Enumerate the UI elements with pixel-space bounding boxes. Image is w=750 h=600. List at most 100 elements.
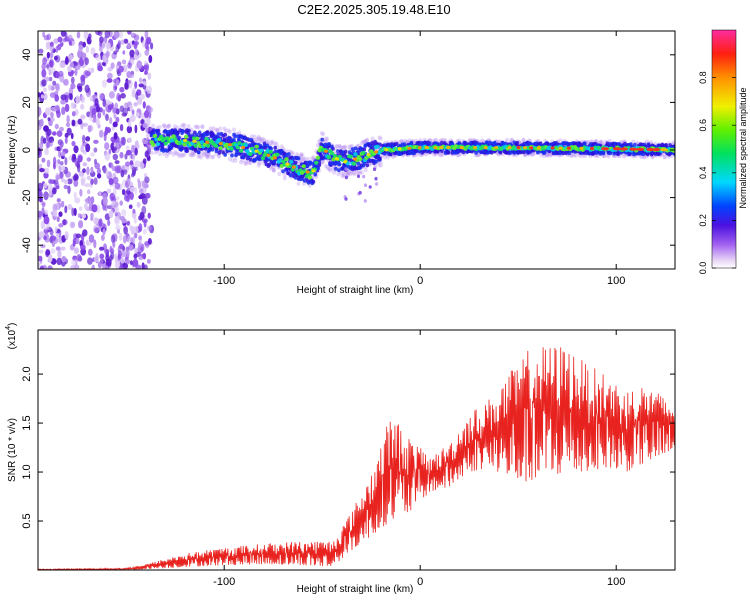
trace-core	[191, 136, 197, 141]
noise-speckle	[90, 152, 95, 157]
noise-speckle	[63, 184, 68, 190]
noise-speckle	[72, 240, 76, 247]
noise-speckle	[102, 98, 107, 108]
trace-halo	[350, 143, 354, 149]
noise-speckle	[112, 121, 118, 128]
trace-halo	[323, 136, 328, 141]
trace-core	[243, 143, 248, 148]
noise-speckle	[93, 177, 98, 185]
noise-speckle	[147, 225, 152, 231]
noise-speckle	[85, 143, 91, 153]
trace-halo	[599, 139, 604, 144]
trace-halo	[325, 136, 330, 142]
trace-halo	[190, 152, 195, 157]
noise-speckle	[91, 204, 98, 213]
trace-band	[151, 128, 156, 133]
trace-halo	[197, 153, 202, 158]
trace-fragment	[363, 183, 368, 187]
trace-peak	[352, 157, 357, 161]
trace-halo	[639, 154, 644, 160]
noise-speckle	[83, 31, 89, 40]
noise-speckle	[129, 104, 133, 112]
colorbar-tick-label: 0.0	[698, 262, 708, 275]
noise-speckle	[82, 122, 88, 127]
noise-speckle	[139, 77, 143, 83]
trace-halo	[233, 158, 238, 163]
trace-core	[224, 142, 230, 147]
trace-band	[302, 178, 307, 183]
trace-halo	[300, 157, 305, 163]
trace-band	[374, 159, 378, 164]
noise-speckle	[110, 62, 115, 69]
noise-speckle	[134, 81, 138, 89]
noise-speckle	[80, 244, 86, 251]
trace-halo	[195, 124, 199, 130]
noise-speckle	[132, 208, 136, 214]
trace-halo	[200, 124, 205, 129]
trace-band	[233, 134, 237, 139]
trace-halo	[247, 160, 252, 165]
trace-core	[238, 148, 244, 153]
noise-speckle	[93, 217, 99, 225]
noise-speckle	[98, 218, 103, 227]
noise-speckle	[40, 118, 44, 127]
noise-speckle	[61, 106, 66, 115]
noise-speckle	[103, 132, 107, 142]
trace-peak	[590, 146, 594, 151]
trace-halo	[188, 152, 193, 157]
trace-halo	[323, 163, 328, 169]
noise-speckle	[129, 191, 134, 201]
trace-halo	[227, 129, 232, 135]
trace-halo	[166, 124, 171, 129]
spectrogram-x-tick-label: -100	[213, 275, 235, 287]
trace-halo	[569, 153, 574, 159]
trace-halo	[243, 161, 247, 166]
trace-halo	[215, 128, 220, 133]
noise-speckle	[90, 178, 94, 185]
trace-peak	[183, 138, 187, 143]
noise-speckle	[42, 57, 48, 65]
noise-speckle	[128, 73, 135, 79]
noise-speckle	[52, 210, 58, 217]
noise-speckle	[127, 31, 132, 35]
trace-halo	[258, 138, 263, 144]
snr-y-tick-label: 0.5	[21, 513, 33, 528]
trace-halo	[199, 155, 204, 160]
trace-fragment	[344, 197, 348, 201]
trace-halo	[319, 131, 324, 136]
noise-speckle	[135, 91, 139, 101]
trace-halo	[529, 152, 534, 157]
trace-halo	[440, 152, 445, 157]
noise-speckle	[70, 265, 77, 269]
trace-halo	[164, 153, 169, 159]
trace-halo	[317, 139, 322, 144]
noise-speckle	[146, 85, 153, 94]
noise-speckle	[45, 107, 51, 116]
noise-speckle	[91, 264, 95, 269]
noise-speckle	[59, 161, 64, 166]
trace-peak	[366, 153, 371, 157]
noise-speckle	[38, 255, 43, 262]
noise-speckle	[57, 36, 63, 43]
trace-peak	[433, 146, 438, 150]
trace-halo	[201, 152, 206, 157]
noise-speckle	[94, 98, 99, 107]
noise-speckle	[108, 209, 114, 219]
trace-halo	[328, 168, 332, 173]
trace-core	[163, 141, 168, 146]
noise-speckle	[74, 109, 79, 116]
trace-core	[351, 161, 357, 166]
trace-band	[313, 172, 318, 177]
noise-speckle	[44, 148, 49, 156]
noise-speckle	[75, 95, 81, 104]
noise-speckle	[70, 132, 74, 140]
trace-fragment	[372, 167, 377, 171]
trace-halo	[258, 161, 263, 166]
trace-core	[268, 149, 273, 154]
noise-speckle	[133, 102, 138, 107]
trace-band	[365, 163, 370, 168]
noise-speckle	[112, 146, 118, 151]
noise-speckle	[90, 47, 96, 55]
noise-speckle	[113, 132, 118, 140]
trace-halo	[505, 137, 509, 143]
